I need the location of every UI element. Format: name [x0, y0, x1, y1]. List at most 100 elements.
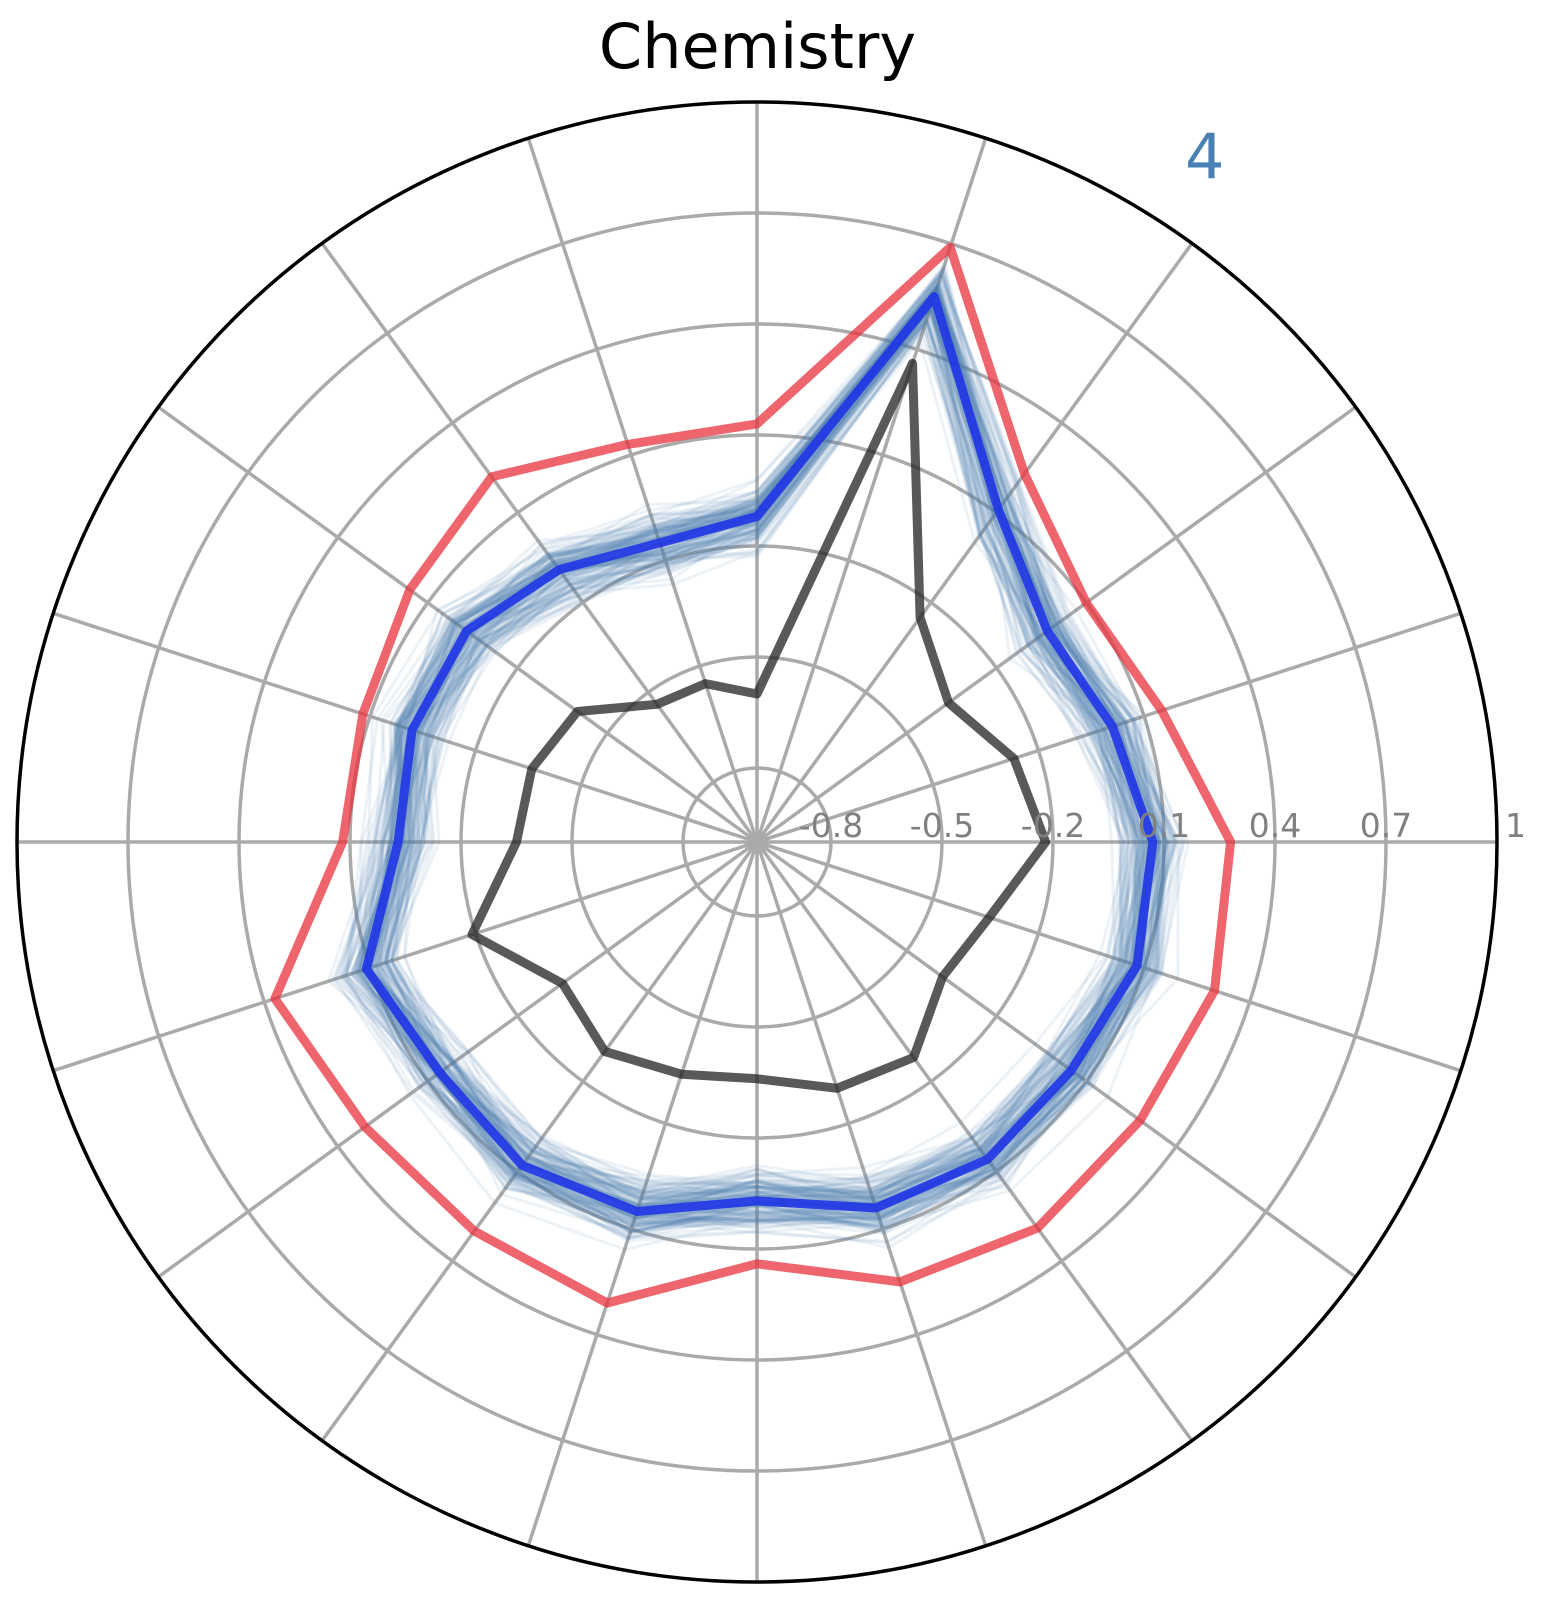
- grid-ring-5: [126, 211, 1388, 1473]
- sample-line: [389, 300, 1149, 1207]
- sample-line: [363, 310, 1145, 1210]
- radial-tick-label: 0.7: [1360, 806, 1412, 845]
- upper-series-line: [270, 242, 1236, 1308]
- radial-tick-label: 1: [1505, 806, 1526, 845]
- sample-line: [367, 287, 1147, 1213]
- radial-tick-label: -0.5: [910, 806, 974, 845]
- sample-line: [367, 305, 1155, 1212]
- grid-ring-2: [459, 544, 1055, 1140]
- sample-line: [402, 329, 1136, 1194]
- radial-tick-label: 0.4: [1249, 806, 1301, 845]
- spoke-13: [320, 840, 759, 1442]
- sample-line: [362, 317, 1149, 1222]
- sample-line: [356, 319, 1169, 1207]
- radial-tick-labels: -0.8 -0.5 -0.2 0.1 0.4 0.7 1: [799, 806, 1526, 845]
- grid-ring-4: [237, 322, 1277, 1362]
- sample-line: [385, 316, 1131, 1193]
- radial-tick-label: -0.8: [799, 806, 863, 845]
- sample-line: [372, 285, 1149, 1204]
- sample-line: [365, 304, 1150, 1202]
- sample-line: [327, 287, 1167, 1228]
- spoke-6: [526, 137, 759, 843]
- sample-line: [338, 281, 1164, 1228]
- sample-line: [359, 261, 1168, 1239]
- sample-line: [390, 315, 1124, 1198]
- sample-line: [331, 286, 1155, 1235]
- sample-line: [395, 303, 1130, 1205]
- grid-ring-0: [681, 766, 833, 918]
- sample-line: [344, 268, 1176, 1234]
- series-lines: [270, 242, 1236, 1308]
- spoke-11: [52, 840, 758, 1073]
- sample-line: [384, 306, 1147, 1208]
- sample-line: [388, 318, 1145, 1200]
- chart-title: Chemistry: [598, 10, 917, 83]
- sample-line: [403, 317, 1131, 1201]
- sample-line: [353, 270, 1177, 1234]
- spoke-19: [756, 840, 1462, 1073]
- sample-line: [345, 273, 1180, 1243]
- spoke-14: [526, 841, 759, 1547]
- sample-line: [380, 303, 1126, 1194]
- sample-line: [358, 295, 1149, 1223]
- sample-line: [345, 290, 1162, 1240]
- radial-tick-label: 0.1: [1138, 806, 1190, 845]
- sample-line: [384, 297, 1137, 1187]
- spoke-2: [755, 405, 1357, 844]
- lower-series-line: [467, 358, 1051, 1093]
- sample-line: [391, 295, 1144, 1207]
- sample-line: [365, 310, 1148, 1212]
- sample-line: [376, 326, 1141, 1202]
- sample-line: [395, 294, 1145, 1199]
- sample-line: [388, 339, 1126, 1213]
- grid-ring-3: [348, 433, 1166, 1251]
- spoke-7: [320, 242, 759, 844]
- radial-tick-label: -0.2: [1021, 806, 1085, 845]
- sample-line: [345, 273, 1185, 1241]
- sample-line: [393, 334, 1123, 1191]
- sample-line: [341, 289, 1145, 1224]
- sample-line: [333, 273, 1187, 1233]
- sample-line: [336, 266, 1173, 1243]
- sample-line: [344, 305, 1166, 1220]
- sample-line: [356, 276, 1161, 1223]
- sample-line: [390, 306, 1142, 1204]
- spoke-3: [755, 242, 1194, 844]
- sample-line: [365, 283, 1174, 1224]
- sample-line: [358, 286, 1154, 1217]
- sample-line: [360, 305, 1138, 1212]
- sample-line: [381, 320, 1123, 1206]
- sample-line: [378, 325, 1125, 1198]
- sample-line: [391, 312, 1135, 1195]
- sample-line: [390, 325, 1134, 1188]
- sample-line: [358, 268, 1176, 1245]
- sample-line: [384, 322, 1142, 1202]
- outer-frame: [15, 100, 1499, 1584]
- sample-line: [359, 285, 1166, 1228]
- sample-line: [383, 322, 1117, 1183]
- spoke-18: [755, 840, 1357, 1279]
- sample-line: [361, 277, 1169, 1223]
- spoke-9: [52, 611, 758, 844]
- sample-line: [363, 283, 1162, 1228]
- spoke-8: [157, 405, 759, 844]
- frame-circle: [15, 100, 1499, 1584]
- sample-line: [360, 312, 1137, 1203]
- sample-line: [353, 285, 1172, 1230]
- sample-line: [344, 272, 1179, 1251]
- grid-ring-1: [570, 655, 944, 1029]
- spoke-16: [755, 841, 988, 1547]
- panel-label: 4: [1185, 120, 1225, 193]
- sample-line: [367, 311, 1163, 1220]
- spoke-17: [755, 840, 1194, 1442]
- sample-line: [382, 301, 1148, 1204]
- sample-line: [383, 318, 1141, 1190]
- sample-line: [340, 300, 1155, 1234]
- sample-line: [381, 319, 1142, 1207]
- mean-series-line: [361, 292, 1158, 1216]
- grid-layer: [17, 102, 1497, 1582]
- sample-line: [385, 304, 1139, 1207]
- spoke-12: [157, 840, 759, 1279]
- sample-line: [339, 283, 1151, 1222]
